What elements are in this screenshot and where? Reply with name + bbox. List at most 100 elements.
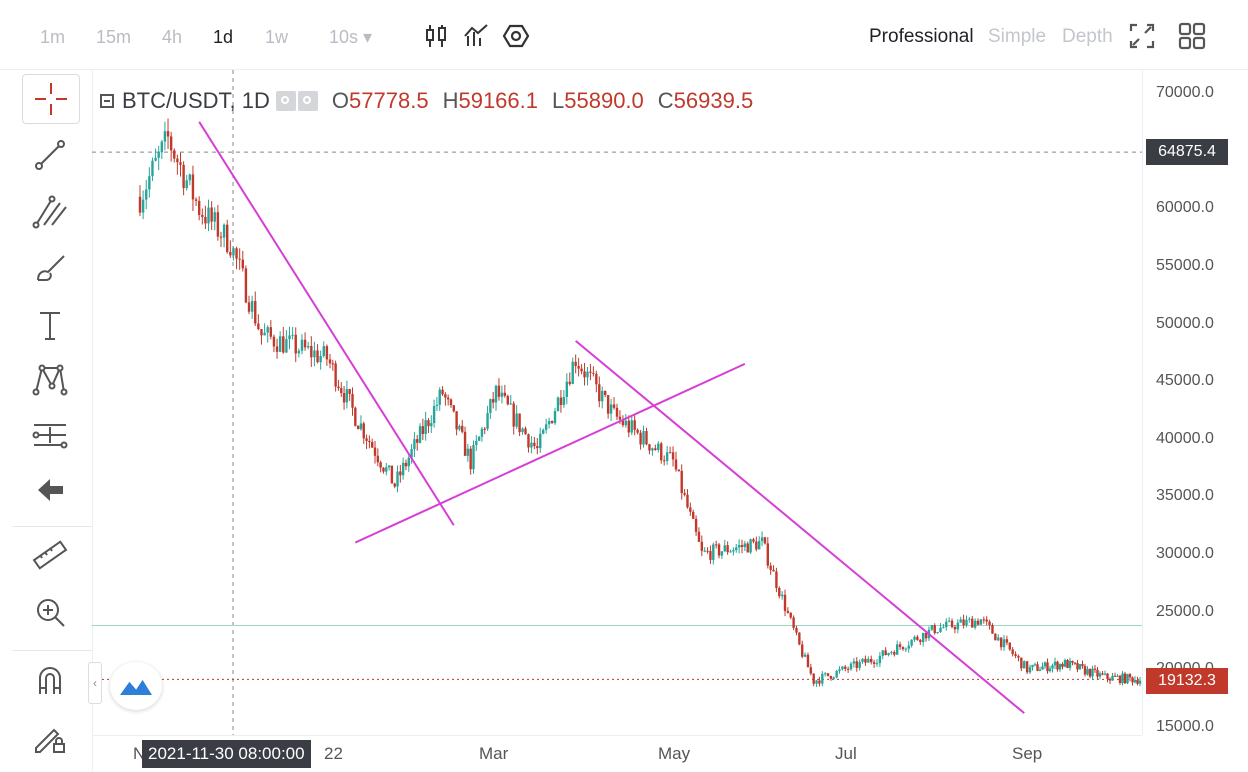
candle-body: [213, 212, 216, 222]
candle-body: [674, 459, 678, 470]
candle-body: [145, 189, 148, 200]
candle-body: [852, 661, 856, 664]
timeframe-1d[interactable]: 1d: [213, 27, 234, 47]
candle-body: [1081, 664, 1084, 666]
candle-body: [432, 405, 436, 424]
measure-lines-icon: [32, 424, 68, 449]
timeframe-10s-dropdown[interactable]: 10s ▾: [329, 27, 373, 47]
visibility-icon[interactable]: [275, 91, 296, 111]
fullscreen-icon[interactable]: [1128, 22, 1156, 50]
candle-body: [430, 423, 433, 427]
candlestick-chart[interactable]: [92, 70, 1142, 735]
indicator-icon[interactable]: [462, 22, 490, 50]
candle-body: [947, 620, 951, 622]
candle-body: [775, 571, 778, 588]
collapse-tools-button[interactable]: [22, 466, 78, 514]
candle-body: [1063, 659, 1067, 667]
price-axis[interactable]: [1142, 70, 1248, 735]
trend-line-tool-button[interactable]: [22, 131, 78, 179]
candle-body: [173, 150, 176, 159]
candle-body: [518, 413, 521, 433]
ruler-tool-button[interactable]: [22, 532, 78, 580]
legend-collapse-icon[interactable]: [100, 94, 114, 108]
candle-body: [861, 658, 864, 662]
crosshair-tool-button[interactable]: [22, 74, 80, 124]
candle-body: [260, 329, 263, 336]
candle-body: [648, 444, 651, 451]
candle-body: [806, 654, 810, 668]
candle-body: [188, 174, 192, 181]
measure-lines-tool-button[interactable]: [22, 411, 78, 459]
candle-body: [410, 449, 413, 458]
time-axis[interactable]: [92, 735, 1142, 772]
candle-body: [743, 543, 747, 548]
candlestick-icon[interactable]: [422, 22, 450, 50]
candle-body: [735, 547, 738, 551]
fib-tool-button[interactable]: [22, 187, 78, 235]
candle-body: [515, 413, 518, 427]
candle-body: [278, 336, 282, 352]
pattern-tool-button[interactable]: [22, 356, 78, 404]
mode-depth[interactable]: Depth: [1062, 26, 1113, 47]
candle-body: [169, 136, 173, 151]
candle-body: [709, 550, 712, 560]
mode-professional[interactable]: Professional: [869, 26, 974, 47]
candle-body: [976, 620, 980, 625]
candle-body: [179, 162, 182, 165]
sidebar-toggle-button[interactable]: ‹: [88, 662, 102, 704]
timeframe-15m[interactable]: 15m: [96, 27, 132, 47]
candle-body: [562, 397, 566, 405]
price-tick: 25000.0: [1156, 602, 1214, 620]
candle-body: [829, 675, 833, 679]
candle-body: [606, 395, 610, 414]
candle-body: [1025, 661, 1029, 673]
mode-simple[interactable]: Simple: [988, 26, 1047, 47]
toolbar-separator: [12, 526, 92, 527]
candle-body: [461, 425, 464, 432]
timeframe-4h[interactable]: 4h: [162, 27, 183, 47]
candle-body: [717, 544, 721, 556]
candle-body: [639, 432, 642, 445]
candle-body: [712, 544, 715, 560]
candle-body: [379, 462, 382, 468]
lock-drawing-tool-button[interactable]: [22, 712, 78, 760]
candle-body: [769, 565, 772, 570]
layout-grid-icon[interactable]: [1178, 22, 1206, 50]
candle-body: [749, 539, 752, 553]
candle-body: [348, 389, 351, 395]
candle-body: [313, 350, 316, 358]
candle-body: [624, 420, 628, 426]
zoom-in-tool-button[interactable]: [22, 588, 78, 636]
crosshair-icon: [35, 83, 67, 115]
candle-body: [455, 411, 458, 430]
high-label: H: [442, 88, 459, 113]
candle-body: [365, 438, 368, 441]
candle-body: [867, 658, 870, 663]
candle-body: [662, 460, 666, 462]
candle-body: [589, 371, 592, 373]
candle-body: [477, 436, 481, 441]
candle-body: [506, 395, 510, 405]
candle-body: [263, 332, 266, 336]
candle-body: [1046, 662, 1049, 672]
lock-drawing-icon: [35, 728, 65, 753]
candle-body: [898, 644, 902, 647]
candle-body: [182, 164, 185, 189]
candle-body: [331, 363, 335, 365]
candle-body: [151, 160, 154, 177]
candle-body: [291, 334, 294, 336]
text-tool-button[interactable]: [22, 301, 78, 349]
settings-icon[interactable]: [502, 22, 530, 50]
candle-body: [553, 411, 557, 424]
candle-body: [475, 440, 478, 446]
brush-tool-button[interactable]: [22, 244, 78, 292]
candle-body: [1051, 665, 1054, 669]
tradingview-logo[interactable]: [110, 662, 162, 710]
magnet-tool-button[interactable]: [22, 656, 78, 704]
candle-body: [441, 389, 444, 395]
candle-body: [207, 207, 210, 224]
timeframe-1m[interactable]: 1m: [40, 27, 66, 47]
settings-small-icon[interactable]: [297, 91, 318, 111]
candle-body: [1011, 649, 1014, 655]
timeframe-1w[interactable]: 1w: [265, 27, 289, 47]
